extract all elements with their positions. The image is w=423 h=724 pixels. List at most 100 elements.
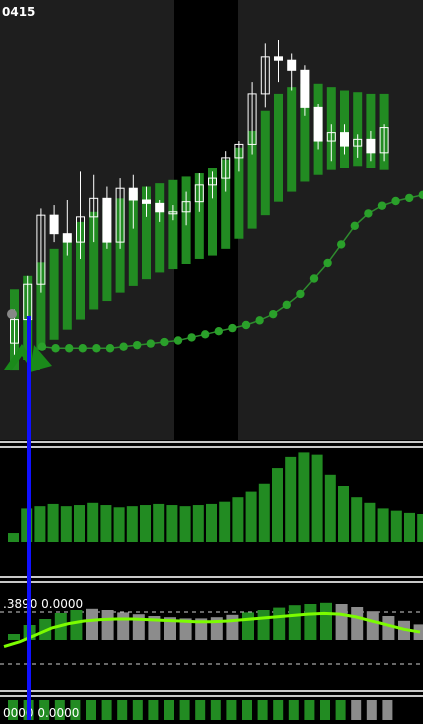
volume-bar xyxy=(272,468,283,542)
ma-dot xyxy=(378,201,386,209)
volume-bar xyxy=(219,502,230,542)
cursor-line[interactable] xyxy=(27,316,31,720)
volume-bar xyxy=(391,511,402,542)
volume-bar xyxy=(298,452,309,542)
panel-separator[interactable] xyxy=(0,581,423,583)
ma-dot xyxy=(391,197,399,205)
volume-bar xyxy=(232,497,243,542)
volume-bar xyxy=(351,497,362,542)
ma-dot xyxy=(147,339,155,347)
oscillator-hist-bar xyxy=(86,609,98,640)
bottom-bar xyxy=(133,700,143,720)
bottom-bar xyxy=(86,700,96,720)
ma-dot xyxy=(255,316,263,324)
oscillator-hist-bar xyxy=(117,612,129,640)
bottom-bar xyxy=(289,700,299,720)
panel-separator[interactable] xyxy=(0,695,423,697)
ma-dot xyxy=(174,336,182,344)
ma-dot xyxy=(119,343,127,351)
oscillator-hist-bar xyxy=(226,615,238,640)
bottom-bar xyxy=(382,700,392,720)
bottom-bar xyxy=(304,700,314,720)
ma-dot xyxy=(133,341,141,349)
green-band-bar xyxy=(168,180,177,269)
oscillator-hist-bar xyxy=(242,612,254,640)
bottom-bar xyxy=(117,700,127,720)
green-band-bar xyxy=(155,183,164,272)
bottom-bar xyxy=(102,700,112,720)
oscillator-hist-bar xyxy=(258,610,270,640)
volume-bar xyxy=(338,486,349,542)
bottom-bar xyxy=(148,700,158,720)
ma-dot xyxy=(269,310,277,318)
volume-bar xyxy=(325,475,336,542)
panel-separator[interactable] xyxy=(0,446,423,448)
candle-body-down xyxy=(63,234,71,242)
bottom-bar xyxy=(211,700,221,720)
volume-bar xyxy=(312,455,323,542)
ma-dot xyxy=(337,240,345,248)
oscillator-value-label: .3890 0.0000 xyxy=(3,597,83,611)
bottom-bar xyxy=(351,700,361,720)
candle-body-down xyxy=(129,188,137,200)
volume-bar xyxy=(8,533,19,542)
green-band-bar xyxy=(287,87,296,191)
ma-dot xyxy=(215,327,223,335)
ma-dot xyxy=(364,209,372,217)
time-label: 0415 xyxy=(2,5,35,19)
panel-separator[interactable] xyxy=(0,576,423,578)
oscillator-hist-bar xyxy=(336,604,348,640)
ma-dot xyxy=(160,338,168,346)
volume-bar xyxy=(127,506,138,542)
volume-bar xyxy=(378,508,389,542)
candle-body-down xyxy=(143,200,151,203)
candle-body-down xyxy=(50,215,58,234)
bottom-bar xyxy=(320,700,330,720)
green-band-bar xyxy=(261,111,270,215)
candle-body-down xyxy=(103,198,111,242)
candle-body-down xyxy=(341,133,349,146)
oscillator-hist-bar xyxy=(70,610,82,640)
ma-dot xyxy=(92,344,100,352)
bottom-value-label: 0000 0.0000 xyxy=(3,706,79,720)
green-band-bar xyxy=(50,249,59,340)
candle-body-down xyxy=(314,107,322,141)
oscillator-hist-bar xyxy=(351,607,363,640)
volume-bar xyxy=(114,507,125,542)
candle-body-down xyxy=(288,60,296,70)
candle-body-down xyxy=(301,70,309,107)
oscillator-hist-bar xyxy=(320,603,332,640)
oscillator-hist-bar xyxy=(289,605,301,640)
volume-bar xyxy=(206,504,217,542)
volume-bar xyxy=(61,506,72,542)
bottom-bar xyxy=(336,700,346,720)
volume-bar xyxy=(87,503,98,542)
oscillator-hist-bar xyxy=(8,634,20,640)
volume-bar xyxy=(193,505,204,542)
panel-separator[interactable] xyxy=(0,441,423,443)
oscillator-hist-bar xyxy=(102,610,114,640)
candle-body-down xyxy=(275,57,283,60)
ma-dot xyxy=(187,333,195,341)
volume-bar xyxy=(166,505,177,542)
candle-body-down xyxy=(156,203,164,211)
ma-dot xyxy=(228,324,236,332)
oscillator-hist-bar xyxy=(273,608,285,640)
ma-dot xyxy=(38,343,46,351)
volume-bar xyxy=(48,504,59,542)
ma-dot xyxy=(65,344,73,352)
ma-dot xyxy=(242,321,250,329)
volume-bar xyxy=(153,504,164,542)
volume-bar xyxy=(417,514,423,542)
candle-body-down xyxy=(367,139,375,152)
volume-bar xyxy=(74,505,85,542)
oscillator-hist-bar xyxy=(382,616,394,640)
bottom-bar xyxy=(180,700,190,720)
volume-bar xyxy=(259,484,270,542)
oscillator-hist-bar xyxy=(367,611,379,640)
ma-dot xyxy=(106,344,114,352)
bottom-bar xyxy=(367,700,377,720)
volume-bar xyxy=(100,505,111,542)
panel-separator[interactable] xyxy=(0,690,423,692)
